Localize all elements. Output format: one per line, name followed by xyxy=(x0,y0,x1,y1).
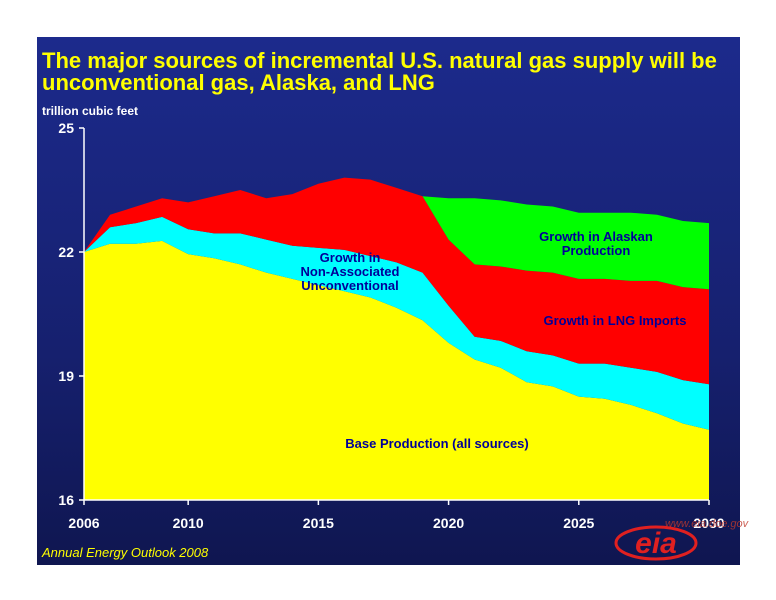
y-tick-label: 22 xyxy=(58,244,74,260)
y-tick-label: 16 xyxy=(58,492,74,508)
chart-title: The major sources of incremental U.S. na… xyxy=(42,48,717,95)
x-tick-label: 2006 xyxy=(68,515,99,531)
y-axis-label: trillion cubic feet xyxy=(42,104,139,118)
area-label: Base Production (all sources) xyxy=(345,436,529,451)
x-tick-label: 2025 xyxy=(563,515,594,531)
area xyxy=(84,240,709,500)
x-tick-label: 2015 xyxy=(303,515,334,531)
area-label: Growth in LNG Imports xyxy=(543,313,687,328)
source: Annual Energy Outlook 2008 xyxy=(42,545,209,560)
x-tick-label: 2010 xyxy=(173,515,204,531)
logo-url: www.eia.doe.gov xyxy=(665,518,750,530)
logo-ring xyxy=(614,525,698,561)
y-tick-label: 25 xyxy=(58,120,74,136)
x-tick-label: 2030 xyxy=(693,515,724,531)
area xyxy=(84,177,709,385)
logo: eia xyxy=(635,527,677,560)
y-tick-label: 19 xyxy=(58,368,74,384)
area-label: Growth in Non-Associated Unconventional xyxy=(300,250,400,293)
area xyxy=(84,216,709,430)
area-label: Growth in Alaskan Production xyxy=(539,229,653,258)
x-tick-label: 2020 xyxy=(433,515,464,531)
area xyxy=(84,177,709,290)
